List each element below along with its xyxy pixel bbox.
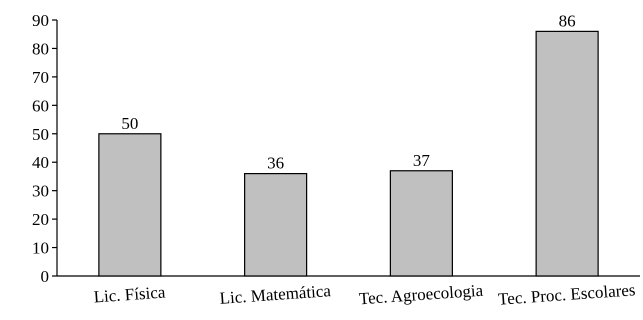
y-tick-label: 60: [32, 96, 49, 115]
bar-value-label: 37: [413, 151, 431, 170]
category-label: Lic. Matemática: [219, 281, 332, 308]
bar-value-label: 50: [121, 114, 138, 133]
category-label: Lic. Física: [93, 283, 166, 307]
category-label: Tec. Proc. Escolares: [497, 280, 636, 309]
bar: [389, 170, 453, 277]
category-labels-group: Lic. Física Lic. Matemática Tec. Agroecolo…: [93, 280, 636, 309]
y-axis-ticks: 0 10 20 30 40 50 60 70 80 90: [32, 11, 57, 286]
y-tick-label: 10: [32, 239, 49, 258]
y-tick-label: 20: [32, 210, 49, 229]
y-tick-label: 30: [32, 182, 49, 201]
data-labels-group: 50 36 37 86: [121, 11, 575, 172]
bar: [535, 30, 599, 277]
y-tick-label: 50: [32, 125, 49, 144]
y-tick-label: 0: [41, 267, 50, 286]
bar: [98, 133, 162, 277]
bar-value-label: 36: [267, 154, 284, 173]
bars-group: [98, 30, 599, 277]
y-tick-label: 90: [32, 11, 49, 30]
y-tick-label: 40: [32, 153, 49, 172]
bar: [244, 173, 308, 277]
category-label: Tec. Agroecologia: [358, 281, 484, 309]
y-tick-label: 80: [32, 39, 49, 58]
y-tick-label: 70: [32, 68, 49, 87]
bar-value-label: 86: [559, 11, 576, 30]
